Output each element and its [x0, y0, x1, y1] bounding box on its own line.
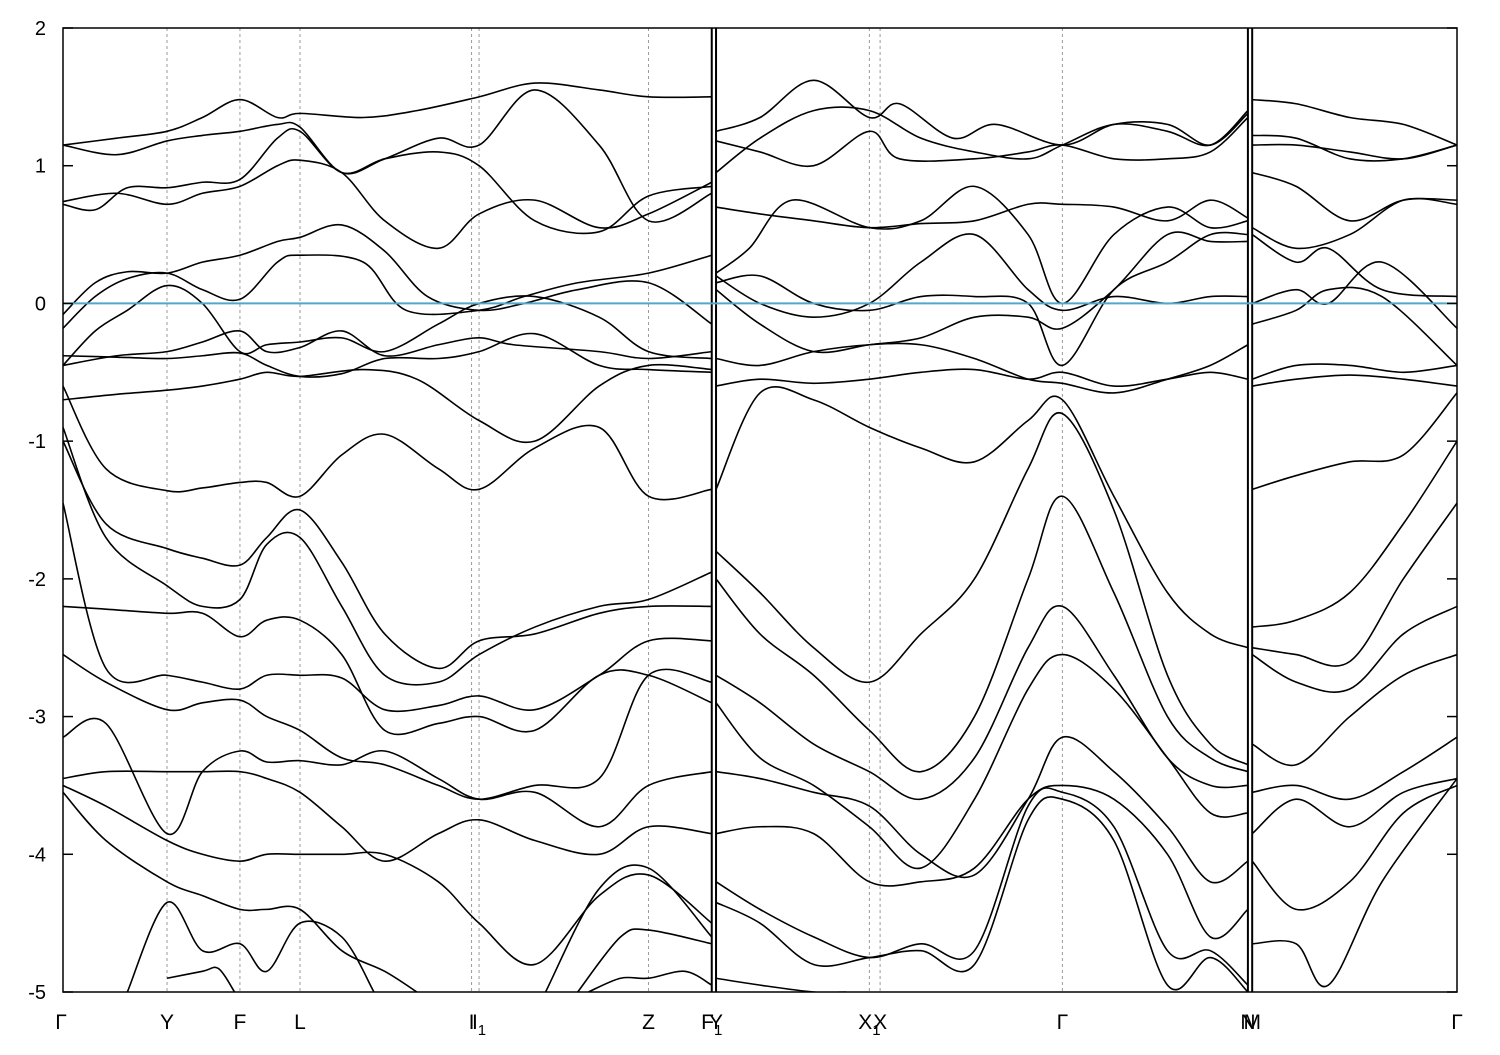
band-line-54: [1252, 134, 1457, 162]
x-axis: Γ Y F L II1 Z F1Y X1X Γ NM Γ: [55, 1011, 1463, 1039]
band-line-16: [63, 717, 712, 836]
band-line-48: [1251, 286, 1457, 366]
band-line-45: [1251, 392, 1457, 491]
band-line-37: [715, 495, 1249, 773]
band-line-60: [1252, 736, 1457, 801]
x-tick-label-12: N: [1240, 1011, 1255, 1034]
y-tick-label-6: -4: [28, 844, 46, 866]
band-line-2: [63, 330, 712, 367]
y-tick-label-5: -3: [28, 707, 46, 729]
band-line-40: [715, 735, 1249, 884]
band-line-26: [715, 368, 1249, 387]
band-line-35: [715, 106, 1249, 174]
band-line-56: [1252, 440, 1457, 628]
band-line-41: [715, 784, 1249, 940]
band-line-13: [63, 502, 712, 713]
x-tick-label-9: X1: [858, 1011, 880, 1039]
y-tick-label-2: 0: [35, 293, 46, 315]
band-line-44: [715, 977, 846, 992]
band-line-52: [1251, 171, 1457, 222]
band-line-43: [715, 796, 1249, 992]
band-line-57: [1252, 502, 1457, 667]
band-line-17: [63, 770, 712, 862]
band-line-39: [715, 653, 1248, 870]
x-tick-label-3: L: [294, 1011, 306, 1034]
x-tick-label-1: Y: [160, 1011, 174, 1034]
band-line-46: [1252, 374, 1457, 387]
band-line-4: [63, 223, 713, 325]
band-line-24: [588, 970, 713, 992]
x-tick-label-8: Y: [709, 1011, 723, 1034]
x-tick-label-13: M: [1243, 1011, 1261, 1034]
band-line-19: [63, 791, 418, 992]
x-tick-label-6: Z: [642, 1011, 655, 1034]
x-tick-label-7: F1: [701, 1011, 722, 1039]
band-line-55: [1252, 98, 1457, 146]
x-tick-label-11: Γ: [1057, 1011, 1069, 1034]
band-line-11: [63, 385, 712, 501]
y-tick-label-3: -1: [28, 431, 46, 453]
band-line-18: [63, 784, 713, 966]
y-tick-label-1: 1: [35, 156, 46, 178]
x-tick-label-2: F: [234, 1011, 247, 1034]
band-line-14: [63, 605, 713, 736]
band-line-7: [63, 128, 712, 235]
band-line-63: [1252, 778, 1457, 988]
x-tick-label-4: I: [469, 1011, 475, 1034]
y-axis: 2 1 0 -1 -2 -3 -4 -5: [28, 18, 1457, 1004]
grid-layer: [166, 28, 1254, 992]
x-tick-label-10: X: [873, 1011, 887, 1034]
band-line-32: [715, 199, 1249, 229]
band-line-27: [715, 342, 1249, 394]
y-tick-label-4: -2: [28, 569, 46, 591]
band-line-12: [63, 427, 713, 686]
x-tick-label-5: I1: [472, 1011, 486, 1039]
x-tick-label-14: Γ: [1451, 1011, 1463, 1034]
frame-layer: [62, 27, 1458, 993]
band-line-6: [63, 159, 713, 250]
band-line-5: [63, 284, 712, 366]
x-tick-label-0: Γ: [55, 1011, 67, 1034]
band-line-31: [715, 185, 1249, 305]
band-line-10: [63, 440, 712, 670]
plot-frame: [62, 27, 1458, 993]
band-line-53: [1252, 143, 1457, 160]
y-tick-label-7: -5: [28, 982, 46, 1004]
band-line-22: [544, 864, 713, 992]
band-line-29: [715, 231, 1248, 354]
band-line-15: [63, 653, 712, 800]
band-line-47: [1251, 363, 1457, 380]
band-line-20: [126, 901, 375, 992]
band-line-0: [63, 363, 712, 444]
band-line-49: [1251, 261, 1457, 329]
band-line-62: [1251, 784, 1457, 911]
bands-layer: [63, 79, 1457, 992]
band-line-1: [63, 332, 712, 378]
band-line-50: [1251, 233, 1457, 298]
band-line-25: [715, 386, 1249, 649]
band-line-58: [1251, 605, 1457, 693]
y-tick-label-0: 2: [35, 18, 46, 40]
band-line-28: [715, 233, 1248, 318]
band-line-3: [63, 254, 712, 329]
band-line-59: [1251, 653, 1457, 767]
band-line-51: [1251, 197, 1457, 250]
band-line-23: [577, 928, 712, 992]
band-line-61: [1251, 777, 1457, 835]
band-line-42: [715, 787, 1249, 986]
band-line-21: [166, 966, 236, 992]
band-line-9: [63, 82, 712, 146]
band-line-36: [715, 411, 1249, 766]
band-line-34: [715, 79, 1249, 146]
band-line-8: [63, 89, 713, 223]
